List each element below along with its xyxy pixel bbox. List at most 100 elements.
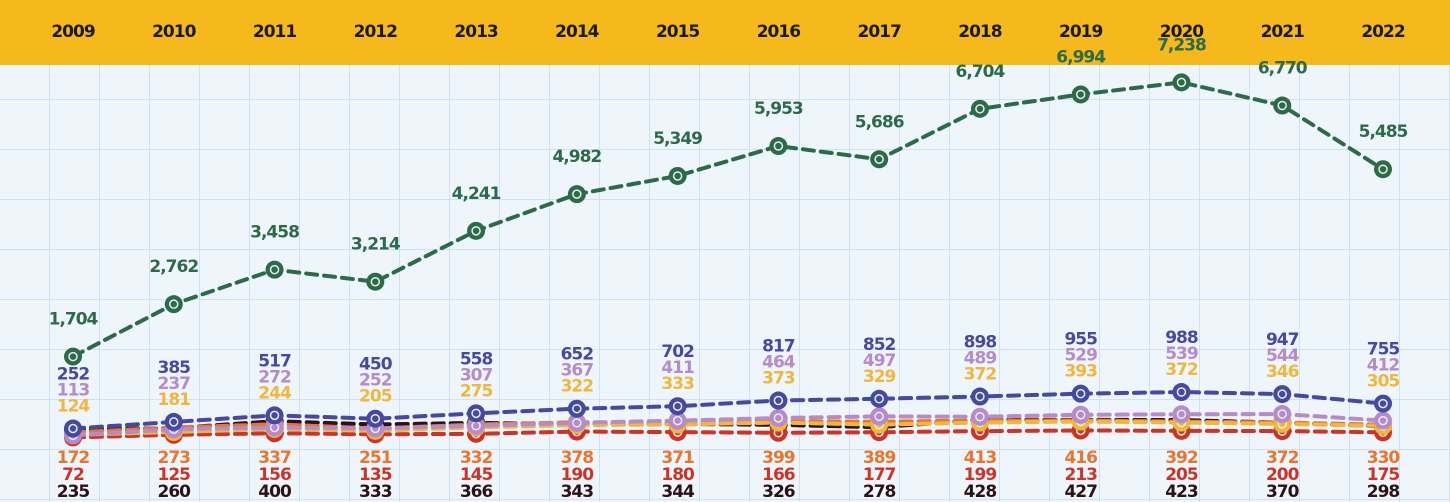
data-label: 392 bbox=[1165, 448, 1198, 468]
marker bbox=[1374, 411, 1392, 430]
x-tick-label: 2016 bbox=[757, 22, 800, 42]
data-label: 427 bbox=[1064, 482, 1097, 502]
marker-ring bbox=[874, 394, 884, 404]
marker bbox=[366, 272, 385, 291]
marker bbox=[467, 221, 486, 240]
data-label: 252 bbox=[359, 371, 392, 391]
data-label: 702 bbox=[661, 342, 694, 362]
data-label: 322 bbox=[561, 377, 594, 397]
data-label: 423 bbox=[1165, 482, 1198, 502]
marker bbox=[1273, 385, 1292, 404]
data-label: 6,770 bbox=[1258, 59, 1308, 79]
marker-ring bbox=[68, 351, 78, 362]
data-label: 413 bbox=[964, 448, 997, 468]
marker-ring bbox=[773, 141, 784, 151]
marker bbox=[870, 389, 889, 408]
marker bbox=[970, 99, 989, 118]
data-label: 399 bbox=[762, 448, 795, 468]
data-label: 400 bbox=[258, 482, 292, 502]
data-label: 450 bbox=[359, 355, 393, 375]
data-label: 544 bbox=[1266, 346, 1300, 366]
marker bbox=[467, 416, 486, 435]
data-label: 558 bbox=[460, 349, 493, 369]
data-label: 5,686 bbox=[855, 112, 904, 132]
marker-ring bbox=[169, 417, 179, 427]
x-tick-label: 2022 bbox=[1361, 22, 1404, 42]
x-tick-label: 2021 bbox=[1261, 22, 1304, 42]
data-label: 330 bbox=[1367, 448, 1401, 468]
marker-ring bbox=[1176, 77, 1187, 88]
x-tick-label: 2017 bbox=[857, 22, 900, 42]
data-label: 205 bbox=[359, 387, 392, 407]
marker-ring bbox=[370, 276, 381, 287]
x-tick-label: 2010 bbox=[152, 22, 196, 42]
x-tick-label: 2018 bbox=[958, 22, 1001, 42]
data-label: 428 bbox=[964, 482, 997, 502]
marker bbox=[1273, 405, 1292, 424]
data-label: 252 bbox=[57, 365, 90, 385]
data-label: 273 bbox=[158, 448, 191, 468]
marker bbox=[769, 391, 788, 410]
marker bbox=[668, 411, 687, 430]
marker bbox=[1374, 394, 1392, 413]
data-label: 213 bbox=[1064, 465, 1097, 485]
marker-ring bbox=[773, 413, 784, 423]
x-tick-label: 2020 bbox=[1160, 22, 1204, 42]
marker bbox=[1273, 96, 1292, 115]
marker bbox=[769, 137, 788, 156]
data-label: 346 bbox=[1266, 362, 1299, 382]
marker-ring bbox=[1277, 389, 1287, 399]
marker bbox=[1172, 383, 1191, 402]
marker-ring bbox=[1277, 409, 1287, 419]
data-label: 172 bbox=[57, 448, 90, 468]
marker-ring bbox=[1176, 387, 1187, 397]
data-label: 235 bbox=[57, 482, 90, 502]
data-label: 272 bbox=[258, 367, 291, 387]
marker-ring bbox=[471, 408, 481, 419]
data-label: 4,241 bbox=[452, 184, 501, 204]
data-label: 3,458 bbox=[250, 223, 299, 243]
marker-ring bbox=[773, 395, 784, 406]
series-line bbox=[71, 428, 1385, 440]
marker bbox=[467, 404, 486, 423]
marker bbox=[1172, 405, 1191, 424]
data-label: 539 bbox=[1165, 344, 1198, 364]
series-line bbox=[71, 80, 1385, 359]
data-label: 755 bbox=[1367, 340, 1400, 360]
marker-ring bbox=[1075, 89, 1086, 100]
data-label: 278 bbox=[863, 482, 896, 502]
x-tick-label: 2012 bbox=[354, 22, 397, 42]
marker bbox=[567, 413, 586, 432]
data-label: 1,704 bbox=[49, 310, 99, 330]
data-label: 852 bbox=[863, 335, 896, 355]
marker-ring bbox=[68, 423, 78, 434]
data-label: 652 bbox=[561, 345, 594, 365]
data-label: 180 bbox=[661, 465, 695, 485]
data-label: 378 bbox=[561, 448, 594, 468]
data-label: 464 bbox=[762, 353, 796, 373]
data-label: 175 bbox=[1367, 465, 1400, 485]
data-label: 517 bbox=[258, 351, 291, 371]
marker bbox=[870, 407, 889, 426]
data-label: 72 bbox=[62, 465, 84, 485]
data-label: 181 bbox=[158, 390, 191, 410]
marker bbox=[769, 409, 788, 428]
marker-ring bbox=[1075, 388, 1086, 399]
marker-ring bbox=[1378, 398, 1388, 409]
marker bbox=[366, 409, 385, 428]
data-label: 200 bbox=[1266, 465, 1300, 485]
marker-ring bbox=[1075, 410, 1086, 420]
data-label: 2,762 bbox=[149, 257, 198, 277]
marker-ring bbox=[975, 104, 985, 114]
marker bbox=[970, 387, 989, 406]
year-band bbox=[0, 0, 1450, 65]
data-label: 370 bbox=[1266, 482, 1300, 502]
data-label: 145 bbox=[460, 465, 493, 485]
marker bbox=[265, 260, 284, 279]
marker-ring bbox=[471, 226, 481, 236]
series-line bbox=[71, 390, 1385, 431]
marker bbox=[164, 295, 183, 314]
x-tick-label: 2011 bbox=[253, 22, 296, 42]
marker bbox=[668, 166, 687, 185]
data-label: 305 bbox=[1367, 372, 1400, 392]
